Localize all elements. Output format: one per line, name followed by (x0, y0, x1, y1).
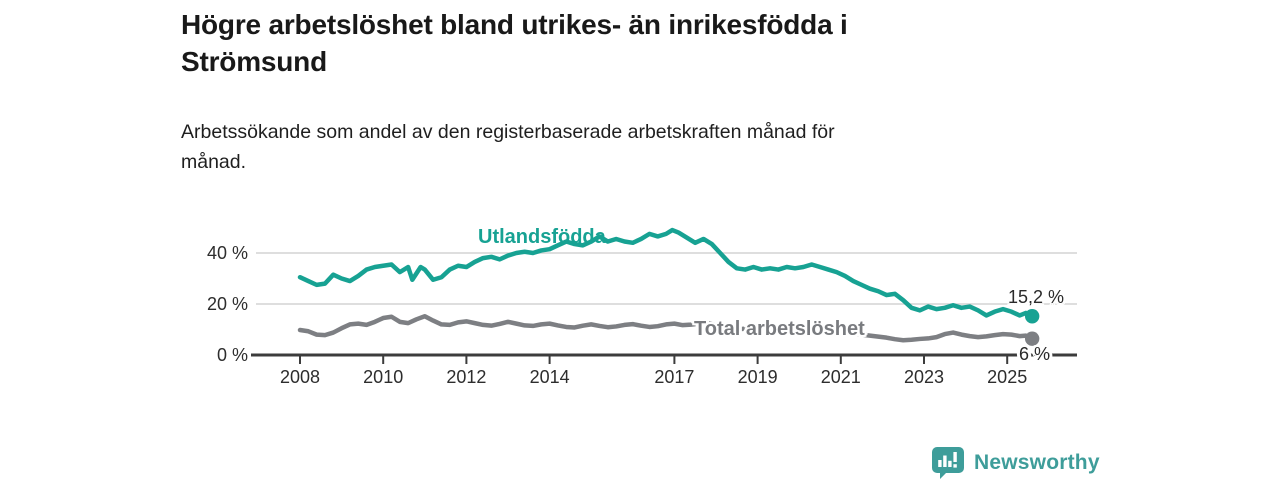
series-label-utlandsfodda: Utlandsfödda (478, 226, 606, 248)
end-value-utlandsfodda: 15,2 % (1008, 287, 1065, 307)
y-gridlines (256, 252, 1077, 305)
x-axis: 2008 2010 2012 2014 2017 2019 2021 2023 2025 (251, 353, 1077, 387)
svg-text:2017: 2017 (654, 367, 694, 387)
svg-text:2025: 2025 (987, 367, 1027, 387)
series-utlandsf-dda (297, 227, 1040, 324)
chart-subtitle: Arbetssökande som andel av den registerb… (181, 121, 835, 173)
end-value-total-arbetsloshet: 6 % (1019, 344, 1051, 364)
newsworthy-logo: Newsworthy (931, 446, 1100, 479)
svg-text:0 %: 0 % (217, 345, 248, 365)
series-total-arbetsl-shet (297, 313, 1040, 346)
svg-text:2021: 2021 (821, 367, 861, 387)
svg-text:40 %: 40 % (207, 243, 248, 263)
svg-text:2019: 2019 (738, 367, 778, 387)
brand-name: Newsworthy (974, 450, 1100, 474)
svg-text:2023: 2023 (904, 367, 944, 387)
y-tick-labels: 0 % 20 % 40 % (207, 243, 248, 365)
series-label-total-arbetsloshet: Total arbetslöshet (694, 318, 865, 340)
bar-chart-speech-bubble-icon (932, 447, 964, 479)
svg-text:2010: 2010 (363, 367, 403, 387)
svg-text:2014: 2014 (530, 367, 570, 387)
svg-text:20 %: 20 % (207, 294, 248, 314)
page-title: Högre arbetslöshet bland utrikes- än inr… (181, 9, 848, 77)
svg-text:2008: 2008 (280, 367, 320, 387)
svg-text:2012: 2012 (446, 367, 486, 387)
